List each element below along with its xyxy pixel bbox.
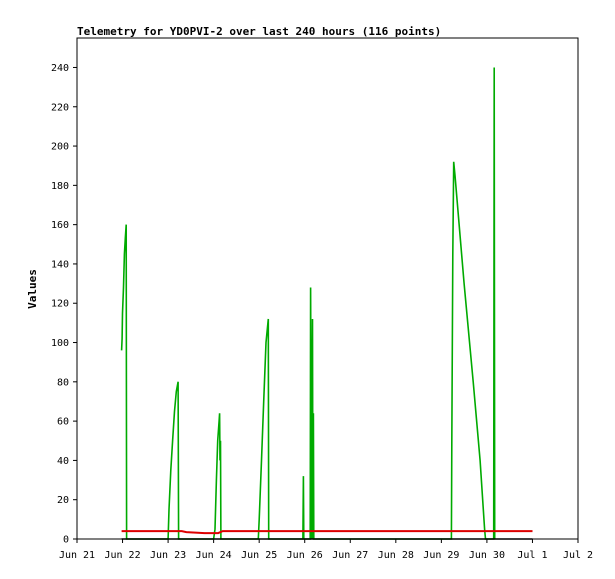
chart-title: Telemetry for YD0PVI-2 over last 240 hou… — [77, 25, 441, 38]
x-tick-label: Jun 23 — [150, 550, 186, 561]
y-tick-label: 240 — [51, 63, 69, 74]
y-tick-label: 100 — [51, 338, 69, 349]
y-tick-label: 180 — [51, 181, 69, 192]
y-tick-label: 80 — [57, 377, 69, 388]
x-tick-label: Jul 1 — [517, 550, 547, 561]
y-tick-label: 20 — [57, 495, 69, 506]
x-tick-label: Jun 27 — [332, 550, 368, 561]
y-tick-label: 40 — [57, 456, 69, 467]
y-ticks: 0 20 40 60 80 100 120 140 160 180 200 220 240 — [51, 63, 77, 546]
y-tick-label: 0 — [63, 535, 69, 546]
x-tick-label: Jun 29 — [423, 550, 459, 561]
x-tick-label: Jun 28 — [378, 550, 414, 561]
series-line-2 — [121, 530, 533, 535]
x-tick-label: Jun 26 — [287, 550, 323, 561]
y-tick-label: 160 — [51, 220, 69, 231]
y-tick-label: 120 — [51, 299, 69, 310]
y-axis-label: Values — [26, 269, 39, 309]
x-tick-label: Jun 30 — [469, 550, 505, 561]
x-ticks: Jun 21 Jun 22 Jun 23 Jun 24 Jun 25 Jun 26 Jun … — [59, 539, 593, 561]
x-tick-label: Jul 2 — [563, 550, 593, 561]
plot-frame — [76, 37, 579, 540]
x-tick-label: Jun 21 — [59, 550, 95, 561]
series-line-1 — [120, 67, 496, 540]
y-tick-label: 200 — [51, 142, 69, 153]
x-tick-label: Jun 24 — [196, 550, 232, 561]
x-tick-label: Jun 22 — [104, 550, 140, 561]
y-tick-label: 60 — [57, 417, 69, 428]
y-tick-label: 140 — [51, 259, 69, 270]
x-tick-label: Jun 25 — [241, 550, 277, 561]
series-group — [120, 67, 533, 540]
y-tick-label: 220 — [51, 102, 69, 113]
